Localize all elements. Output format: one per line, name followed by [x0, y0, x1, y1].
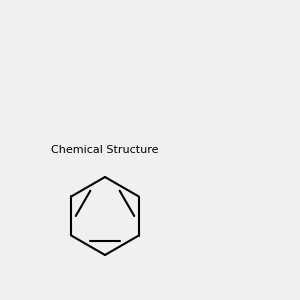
- Text: Chemical Structure: Chemical Structure: [51, 145, 159, 155]
